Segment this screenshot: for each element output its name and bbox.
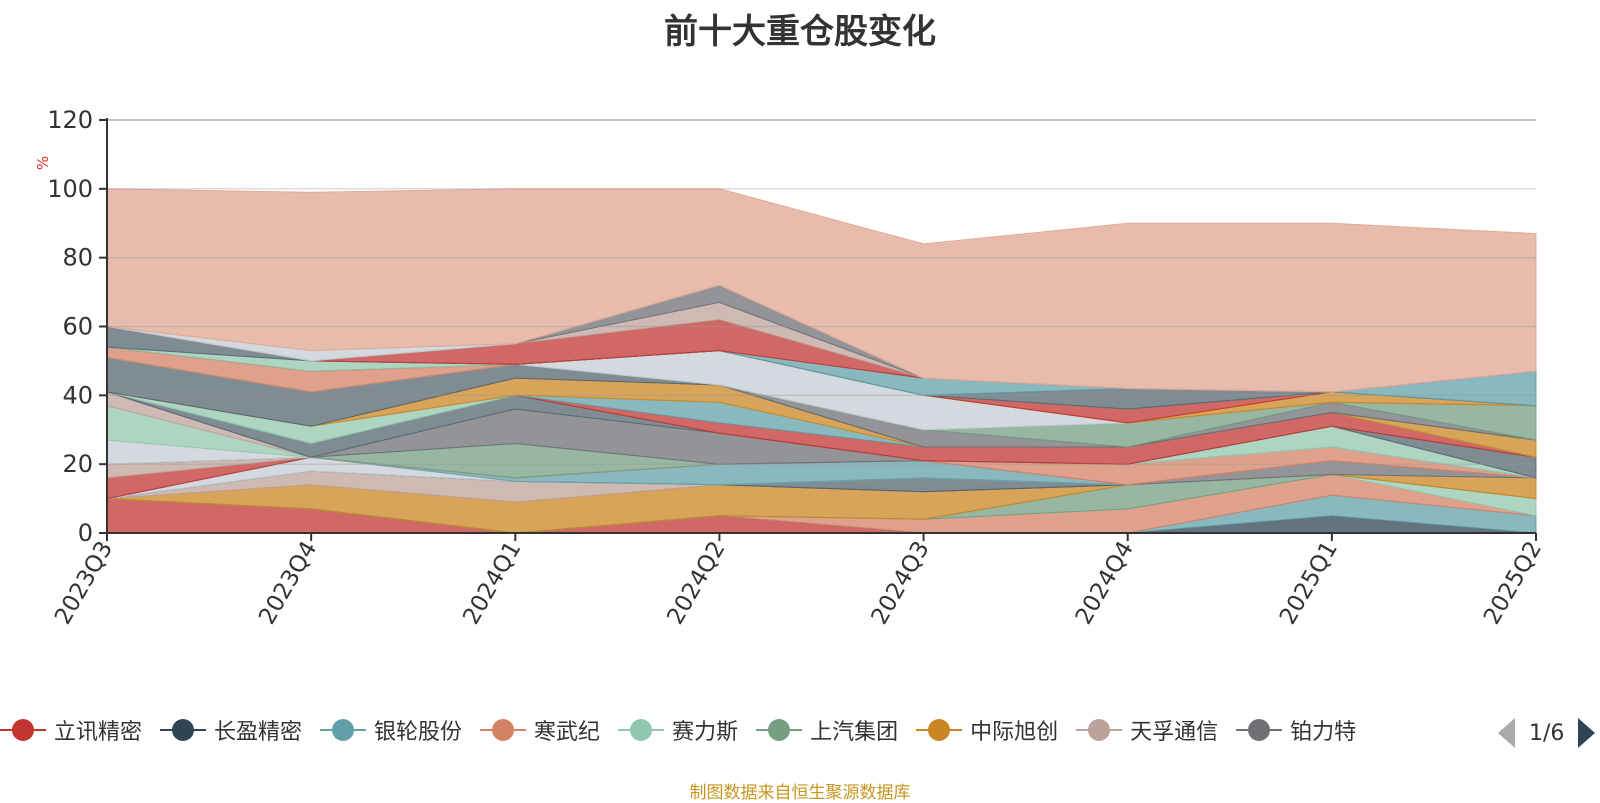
- legend-marker-icon: [1076, 718, 1123, 742]
- legend: 立讯精密 长盈精密 银轮股份 寒武纪 赛力斯 上汽集团 中际旭创 天孚通信 铂力特: [0, 712, 1470, 748]
- legend-item-2[interactable]: 银轮股份: [320, 712, 462, 748]
- y-tick-label-6: 120: [47, 106, 93, 134]
- area-series-39[interactable]: [106, 188, 1537, 393]
- series-areas: [106, 188, 1537, 534]
- legend-marker-icon: [916, 718, 963, 742]
- legend-item-3[interactable]: 寒武纪: [480, 712, 600, 748]
- y-axis-unit-label: %: [34, 156, 52, 170]
- x-tick-label-1: 2023Q4: [254, 537, 322, 629]
- legend-label: 寒武纪: [534, 720, 601, 745]
- legend-marker-icon: [756, 718, 803, 742]
- legend-item-5[interactable]: 上汽集团: [756, 712, 898, 748]
- x-tick-label-0: 2023Q3: [50, 537, 118, 629]
- legend-label: 中际旭创: [970, 720, 1059, 745]
- x-tick-label-3: 2024Q2: [662, 537, 730, 629]
- legend-label: 天孚通信: [1130, 720, 1219, 745]
- x-tick-label-2: 2024Q1: [458, 537, 526, 629]
- x-tick-label-5: 2024Q4: [1071, 537, 1139, 629]
- legend-marker-icon: [320, 718, 367, 742]
- legend-item-6[interactable]: 中际旭创: [916, 712, 1058, 748]
- legend-marker-icon: [618, 718, 665, 742]
- legend-label: 上汽集团: [810, 720, 899, 745]
- grid-lines: [107, 119, 1536, 465]
- x-tick-label-6: 2025Q1: [1275, 537, 1343, 629]
- legend-marker-icon: [1236, 718, 1283, 742]
- y-tick-label-0: 0: [78, 519, 93, 547]
- pager-page-text: 1/6: [1529, 720, 1565, 746]
- y-tick-label-3: 60: [62, 313, 93, 341]
- legend-label: 赛力斯: [672, 720, 739, 745]
- source-note: 制图数据来自恒生聚源数据库: [689, 783, 911, 803]
- legend-label: 立讯精密: [54, 720, 143, 745]
- legend-label: 银轮股份: [374, 720, 463, 745]
- legend-item-7[interactable]: 天孚通信: [1076, 712, 1218, 748]
- pager-prev-icon[interactable]: [1498, 718, 1515, 748]
- legend-marker-icon: [160, 718, 207, 742]
- y-tick-label-2: 40: [62, 381, 93, 409]
- x-tick-label-4: 2024Q3: [867, 537, 935, 629]
- chart-title: 前十大重仓股变化: [664, 12, 936, 52]
- legend-marker-icon: [0, 718, 46, 742]
- legend-label: 长盈精密: [214, 720, 303, 745]
- y-tick-label-4: 80: [62, 244, 93, 272]
- y-tick-label-5: 100: [47, 175, 93, 203]
- y-tick-label-1: 20: [62, 450, 93, 478]
- legend-pager: 1/6: [1498, 718, 1596, 748]
- legend-item-4[interactable]: 赛力斯: [618, 712, 738, 748]
- x-tick-label-7: 2025Q2: [1479, 537, 1547, 629]
- legend-item-8[interactable]: 铂力特: [1236, 712, 1356, 748]
- legend-label: 铂力特: [1290, 720, 1357, 745]
- legend-item-1[interactable]: 长盈精密: [160, 712, 302, 748]
- legend-item-0[interactable]: 立讯精密: [0, 712, 142, 748]
- pager-next-icon[interactable]: [1578, 718, 1596, 748]
- legend-marker-icon: [480, 718, 527, 742]
